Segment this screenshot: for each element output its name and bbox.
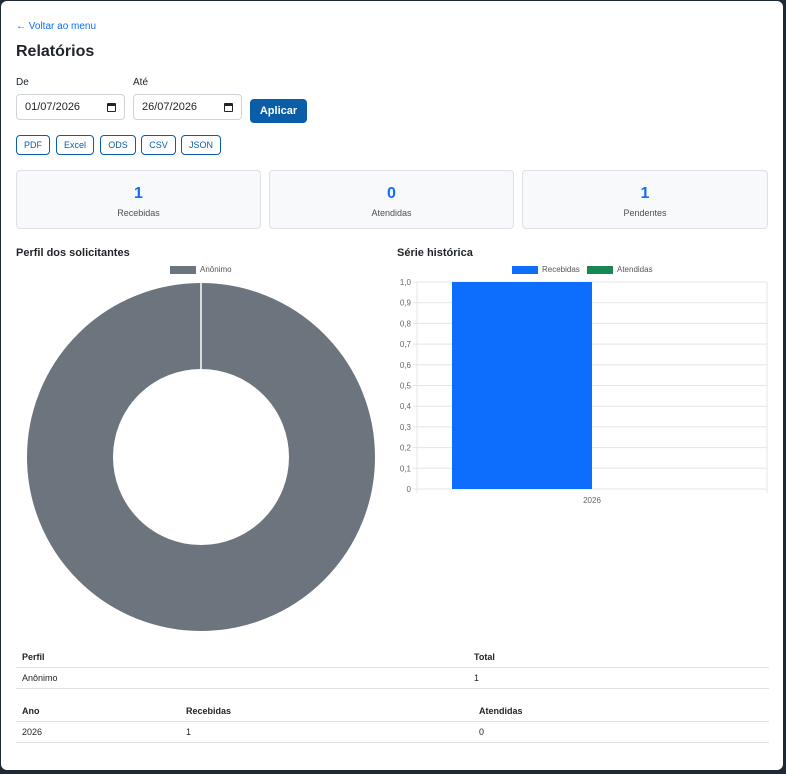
from-date-input[interactable]: 01/07/2026	[16, 94, 125, 120]
stat-card-attended: 0 Atendidas	[269, 170, 514, 229]
pending-label: Pendentes	[623, 208, 667, 218]
table-header-row: Perfil Total	[16, 647, 769, 668]
column-header-attended: Atendidas	[473, 701, 769, 722]
to-date-label: Até	[133, 77, 149, 88]
profile-legend-item[interactable]: Anônimo	[170, 265, 232, 274]
received-count: 1	[134, 185, 143, 202]
bar-recebidas[interactable]	[452, 282, 592, 489]
cell-total: 1	[468, 667, 769, 689]
from-date-label: De	[16, 77, 29, 88]
back-to-menu-link[interactable]: ← Voltar ao menu	[16, 21, 97, 32]
to-date-value: 26/07/2026	[142, 101, 198, 113]
y-tick-label: 0,2	[400, 444, 412, 453]
y-tick-label: 0	[407, 485, 412, 494]
column-header-year: Ano	[16, 701, 180, 722]
series-chart-title: Série histórica	[397, 247, 473, 259]
received-label: Recebidas	[117, 208, 160, 218]
x-tick-label: 2026	[583, 496, 601, 505]
profile-table: Perfil Total Anônimo 1	[16, 647, 769, 689]
cell-attended: 0	[473, 721, 769, 743]
y-tick-label: 0,5	[400, 382, 412, 391]
column-header-profile: Perfil	[16, 647, 468, 668]
table-row: 2026 1 0	[16, 721, 769, 743]
profile-chart-title: Perfil dos solicitantes	[16, 247, 130, 259]
legend-swatch	[512, 265, 538, 274]
legend-label-received: Recebidas	[542, 265, 580, 274]
stat-card-pending: 1 Pendentes	[522, 170, 768, 229]
calendar-icon[interactable]	[224, 102, 233, 112]
apply-button[interactable]: Aplicar	[250, 99, 307, 123]
export-excel-button[interactable]: Excel	[56, 135, 94, 155]
stat-card-received: 1 Recebidas	[16, 170, 261, 229]
column-header-total: Total	[468, 647, 769, 668]
y-tick-label: 0,9	[400, 299, 412, 308]
y-tick-label: 0,1	[400, 464, 412, 473]
legend-swatch	[587, 265, 613, 274]
page-title: Relatórios	[16, 43, 95, 60]
export-ods-button[interactable]: ODS	[100, 135, 136, 155]
series-bar-chart: 0 0,1 0,2 0,3 0,4 0,5 0,6 0,7 0,8 0,9 1,0 2026	[400, 278, 768, 505]
y-tick-label: 1,0	[400, 278, 412, 287]
to-date-input[interactable]: 26/07/2026	[133, 94, 242, 120]
legend-item-attended[interactable]: Atendidas	[587, 265, 653, 274]
y-tick-label: 0,7	[400, 340, 412, 349]
legend-item-received[interactable]: Recebidas	[512, 265, 580, 274]
export-json-button[interactable]: JSON	[181, 135, 221, 155]
year-table: Ano Recebidas Atendidas 2026 1 0	[16, 701, 769, 743]
attended-label: Atendidas	[371, 208, 412, 218]
calendar-icon[interactable]	[107, 102, 116, 112]
y-tick-label: 0,8	[400, 319, 412, 328]
export-csv-button[interactable]: CSV	[141, 135, 176, 155]
cell-profile: Anônimo	[16, 667, 468, 689]
y-tick-label: 0,6	[400, 361, 412, 370]
export-pdf-button[interactable]: PDF	[16, 135, 50, 155]
from-date-value: 01/07/2026	[25, 101, 81, 113]
cell-received: 1	[180, 721, 473, 743]
y-tick-label: 0,3	[400, 423, 412, 432]
legend-swatch	[170, 265, 196, 274]
y-tick-label: 0,4	[400, 402, 412, 411]
attended-count: 0	[387, 185, 396, 202]
table-row: Anônimo 1	[16, 667, 769, 689]
profile-legend-label: Anônimo	[200, 265, 232, 274]
column-header-received: Recebidas	[180, 701, 473, 722]
table-header-row: Ano Recebidas Atendidas	[16, 701, 769, 722]
legend-label-attended: Atendidas	[617, 265, 653, 274]
cell-year: 2026	[16, 721, 180, 743]
pending-count: 1	[640, 185, 650, 202]
profile-donut-chart	[27, 283, 375, 631]
